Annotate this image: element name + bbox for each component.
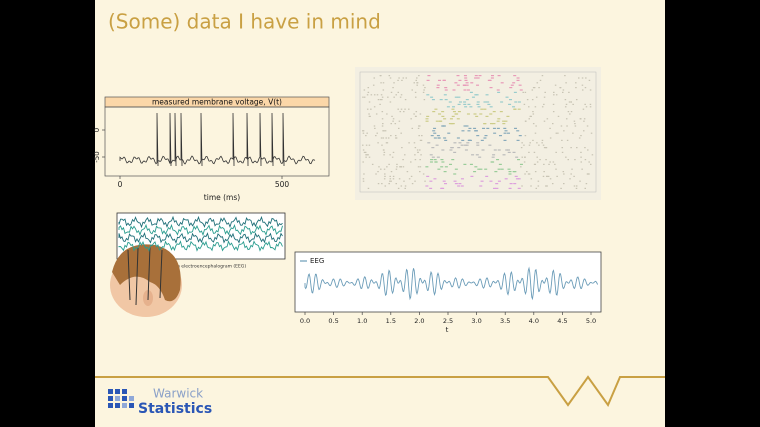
logo-line2: Statistics <box>138 401 212 417</box>
raster-dots <box>362 75 594 189</box>
eeg-xlabel: t <box>446 326 449 334</box>
x-tick-label: 0.0 <box>300 317 310 325</box>
x-tick-label: 4.5 <box>557 317 567 325</box>
head-illustration <box>110 244 182 317</box>
footer-line <box>95 375 665 408</box>
eeg-image-trace <box>118 240 283 252</box>
x-tick-label: 0.5 <box>328 317 338 325</box>
logo-icon <box>108 389 134 408</box>
x-tick-label: 5.0 <box>586 317 596 325</box>
eeg-image-trace <box>118 215 283 229</box>
x-tick-label: 0 <box>118 180 123 189</box>
x-tick-label: 1.5 <box>386 317 396 325</box>
voltage-xlabel: time (ms) <box>204 193 240 202</box>
voltage-frame <box>104 106 330 177</box>
voltage-trace <box>119 112 316 167</box>
eeg-image-trace <box>118 223 283 237</box>
voltage-plot-title: measured membrane voltage, V(t) <box>152 98 282 107</box>
raster-image <box>355 67 601 200</box>
y-tick-label: 0 <box>93 128 101 132</box>
eeg-image-trace <box>118 231 283 245</box>
x-tick-label: 3.0 <box>471 317 481 325</box>
x-tick-label: 2.5 <box>443 317 453 325</box>
raster-frame <box>359 71 597 193</box>
x-tick-label: 4.0 <box>529 317 539 325</box>
eeg-legend: EEG <box>310 257 324 265</box>
slide-title: (Some) data I have in mind <box>108 10 381 34</box>
eeg-image-caption: An electroencephalogram (EEG) <box>174 264 246 270</box>
x-tick-label: 500 <box>275 180 290 189</box>
x-tick-label: 2.0 <box>414 317 424 325</box>
eeg-trace <box>304 266 599 301</box>
x-tick-label: 3.5 <box>500 317 510 325</box>
y-tick-label: -50 <box>93 151 101 162</box>
x-tick-label: 1.0 <box>357 317 367 325</box>
logo-line1: Warwick <box>153 387 203 401</box>
